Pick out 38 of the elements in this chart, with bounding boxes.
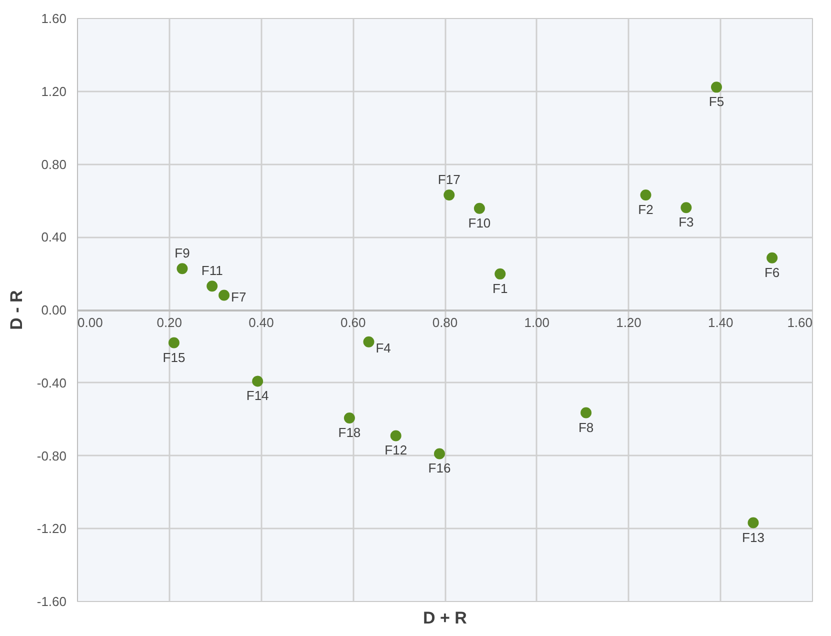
- annotation: F15: [162, 350, 186, 365]
- annotation: F7: [231, 290, 246, 305]
- annotation: F8: [578, 420, 594, 435]
- annotation: F2: [638, 202, 654, 218]
- y-tick-label: 1.20: [41, 84, 67, 99]
- annotation: F12: [384, 442, 408, 458]
- annotation: F18: [338, 425, 361, 440]
- y-tick-label: 0.40: [41, 230, 67, 245]
- x-tick-label: 0.60: [340, 315, 366, 330]
- x-tick-label: 0.00: [78, 315, 103, 330]
- x-tick-label: 0.40: [248, 315, 274, 330]
- x-tick-label: 1.60: [787, 315, 813, 330]
- x-tick-label: 1.40: [708, 315, 734, 330]
- y-tick-label: -1.60: [36, 594, 67, 609]
- annotation: F17: [438, 172, 460, 188]
- annotation: F13: [742, 530, 764, 545]
- annotation: F4: [376, 340, 391, 356]
- annotation: F1: [492, 280, 508, 296]
- annotation: F3: [678, 214, 694, 230]
- x-tick-label: 0.80: [432, 315, 458, 330]
- y-tick-label: 0.00: [41, 302, 67, 318]
- y-axis-title: D - R: [6, 290, 26, 330]
- y-tick-label: -0.40: [36, 375, 67, 390]
- annotation: F14: [246, 388, 269, 404]
- annotation: F6: [764, 264, 780, 280]
- x-axis-title: D + R: [423, 608, 467, 628]
- x-tick-label: 0.20: [156, 315, 182, 330]
- y-tick-label: 0.80: [41, 156, 67, 172]
- y-tick-label: 1.60: [41, 11, 67, 26]
- annotation: F10: [468, 215, 491, 230]
- x-tick-label: 1.20: [616, 315, 642, 330]
- annotation: F11: [201, 263, 223, 278]
- annotation: F9: [174, 246, 190, 261]
- x-tick-label: 1.00: [524, 315, 550, 330]
- annotation: F5: [708, 94, 724, 110]
- annotation: F16: [428, 460, 451, 476]
- y-tick-label: -0.80: [36, 448, 67, 464]
- y-tick-label: -1.20: [36, 521, 67, 536]
